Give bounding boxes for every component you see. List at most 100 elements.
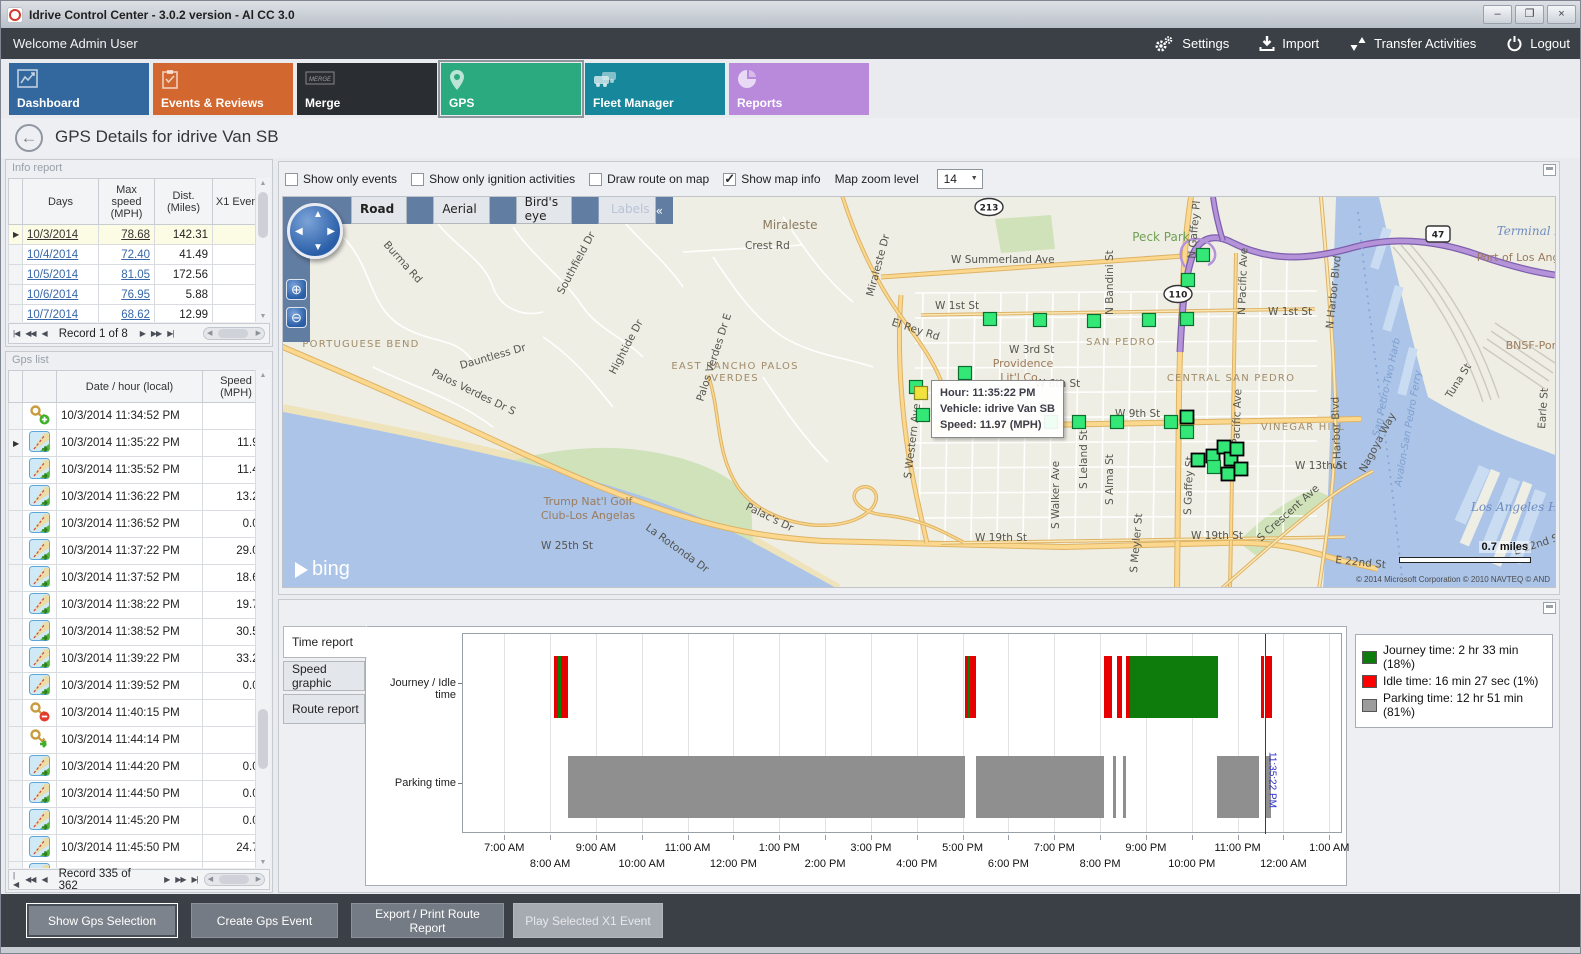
map-style-birdseye[interactable]: Bird's eye [515,197,572,224]
gps-marker-yellow[interactable] [913,385,929,401]
gps-list-row[interactable]: 10/3/2014 11:37:52 PM 18.63 [8,564,270,592]
nav-tile-fleet-manager[interactable]: Fleet Manager [585,63,725,115]
col-max-speed[interactable]: Max speed (MPH) [98,178,155,225]
gps-marker-outlined[interactable] [1190,452,1206,468]
checkbox-icon[interactable] [411,172,425,186]
export-print-route-report-button[interactable]: Export / Print Route Report [351,903,504,938]
gps-marker-outlined[interactable] [1220,466,1236,482]
map-zoom-out-button[interactable]: ⊖ [286,307,307,328]
gps-marker-green[interactable] [1206,459,1222,475]
minimize-button[interactable]: – [1483,5,1512,24]
map-style-aerial[interactable]: Aerial [433,197,490,224]
checkbox-show-only-events[interactable]: Show only events [285,172,397,186]
info-report-row[interactable]: 10/4/2014 72.40 41.49 [8,244,270,265]
map-style-road[interactable]: Road [351,197,408,224]
pager-nav-icon[interactable]: ◀ [41,329,48,338]
pager-hscrollbar[interactable]: ◀ ▶ [203,327,265,340]
gps-list-row[interactable]: 10/3/2014 11:44:14 PM [8,726,270,754]
gps-marker-green[interactable] [1163,414,1179,430]
pager-nav-icon[interactable]: ◀◀ [25,329,36,338]
gps-marker-green[interactable] [982,311,998,327]
info-report-scrollbar[interactable]: ▲ ▼ [255,178,270,322]
gps-marker-green[interactable] [1179,311,1195,327]
map-pan-compass[interactable]: ▲ ▼ ◀ ▶ [287,203,343,259]
chart-tab-speed-graphic[interactable]: Speed graphic [283,661,365,691]
gps-list-row[interactable]: 10/3/2014 11:44:50 PM 0.00 [8,780,270,808]
map-zoom-in-button[interactable]: ⊕ [286,279,307,300]
gps-marker-green[interactable] [1032,312,1048,328]
gps-marker-green[interactable] [1086,313,1102,329]
checkbox-show-only-ignition-activities[interactable]: Show only ignition activities [411,172,575,186]
info-report-row[interactable]: 10/6/2014 76.95 5.88 [8,284,270,305]
gps-marker-green[interactable] [1071,414,1087,430]
gps-marker-green[interactable] [1141,312,1157,328]
gps-marker-outlined[interactable] [1216,439,1232,455]
map-panel-collapse-icon[interactable] [1543,164,1556,176]
gps-marker-green[interactable] [1180,272,1196,288]
gps-marker-outlined[interactable] [1229,441,1245,457]
gps-list-row[interactable]: ▶ 10/3/2014 11:35:22 PM 11.97 [8,429,270,457]
pager-nav-icon[interactable]: ▶ [164,875,170,884]
pager-nav-icon[interactable]: ▶ [139,329,146,338]
gps-marker-green[interactable] [1109,414,1125,430]
gps-marker-green[interactable] [915,407,931,423]
gps-list-row[interactable]: 10/3/2014 11:36:22 PM 13.28 [8,483,270,511]
nav-tile-reports[interactable]: Reports [729,63,869,115]
nav-tile-merge[interactable]: MERGE Merge [297,63,437,115]
gps-list-row[interactable]: 10/3/2014 11:38:22 PM 19.70 [8,591,270,619]
nav-tile-events-reviews[interactable]: Events & Reviews [153,63,293,115]
show-gps-selection-button[interactable]: Show Gps Selection [26,903,178,938]
pager-nav-icon[interactable]: ▶| [191,875,199,884]
nav-tile-dashboard[interactable]: Dashboard [9,63,149,115]
gps-marker-green[interactable] [957,365,973,381]
map[interactable]: Miraleste Peck Park Crest Rd Burma Rd Southf… [282,196,1556,588]
info-report-row[interactable]: 10/5/2014 81.05 172.56 [8,264,270,285]
create-gps-event-button[interactable]: Create Gps Event [191,903,338,938]
gps-list-row[interactable]: 10/3/2014 11:39:52 PM 0.00 [8,672,270,700]
gps-marker-green[interactable] [1195,247,1211,263]
gps-list-scrollbar[interactable]: ▲ ▼ [255,370,270,868]
gps-list-row[interactable]: 10/3/2014 11:45:20 PM 0.00 [8,807,270,835]
checkbox-show-map-info[interactable]: Show map info [723,171,821,187]
pager-nav-icon[interactable]: |◀ [13,870,19,889]
pager-hscrollbar[interactable]: ◀ ▶ [203,873,266,886]
info-report-row[interactable]: ▶ 10/3/2014 78.68 142.31 [8,224,270,245]
nav-tile-gps[interactable]: GPS [438,60,584,118]
gps-list-row[interactable]: 10/3/2014 11:38:52 PM 30.55 [8,618,270,646]
chart-panel-collapse-icon[interactable] [1543,602,1556,614]
info-report-row[interactable]: 10/7/2014 68.62 12.99 [8,304,270,322]
checkbox-draw-route-on-map[interactable]: Draw route on map [589,172,709,186]
back-button[interactable]: ← [15,124,43,152]
checkbox-icon[interactable] [723,171,737,187]
pager-nav-icon[interactable]: ◀◀ [25,875,36,884]
pager-nav-icon[interactable]: ▶| [167,329,174,338]
gps-list-row[interactable]: 10/3/2014 11:44:20 PM 0.00 [8,753,270,781]
maximize-button[interactable]: ❐ [1515,5,1544,24]
close-button[interactable]: × [1547,5,1576,24]
gps-marker-outlined[interactable] [1179,409,1195,425]
col-days[interactable]: Days [22,178,99,225]
gps-list-row[interactable]: 10/3/2014 11:37:22 PM 29.05 [8,537,270,565]
checkbox-icon[interactable] [285,172,298,186]
checkbox-icon[interactable] [589,172,603,186]
pager-nav-icon[interactable]: ▶▶ [175,875,186,884]
col-datetime[interactable]: Date / hour (local) [56,370,203,403]
map-zoom-level-select[interactable]: 14 [936,169,983,189]
gps-list-row[interactable]: 10/3/2014 11:45:50 PM 24.75 [8,834,270,862]
settings-button[interactable]: Settings [1153,35,1229,53]
gps-list-row[interactable]: 10/3/2014 11:46:20 PM 17.93 [8,861,270,868]
logout-button[interactable]: Logout [1506,35,1570,52]
pager-nav-icon[interactable]: ▶▶ [150,329,162,338]
map-bar-collapse-icon[interactable]: « [655,203,664,218]
gps-list-row[interactable]: 10/3/2014 11:34:52 PM [8,402,270,430]
gps-list-row[interactable]: 10/3/2014 11:35:52 PM 11.47 [8,456,270,484]
gps-list-row[interactable]: 10/3/2014 11:36:52 PM 0.00 [8,510,270,538]
transfer-activities-button[interactable]: Transfer Activities [1349,35,1476,53]
gps-list-row[interactable]: 10/3/2014 11:40:15 PM [8,699,270,727]
gps-list-row[interactable]: 10/3/2014 11:39:22 PM 33.21 [8,645,270,673]
pager-nav-icon[interactable]: ◀ [41,875,47,884]
map-style-labels[interactable]: Labels [597,197,656,224]
col-dist[interactable]: Dist. (Miles) [154,178,213,225]
gps-marker-outlined[interactable] [1233,461,1249,477]
